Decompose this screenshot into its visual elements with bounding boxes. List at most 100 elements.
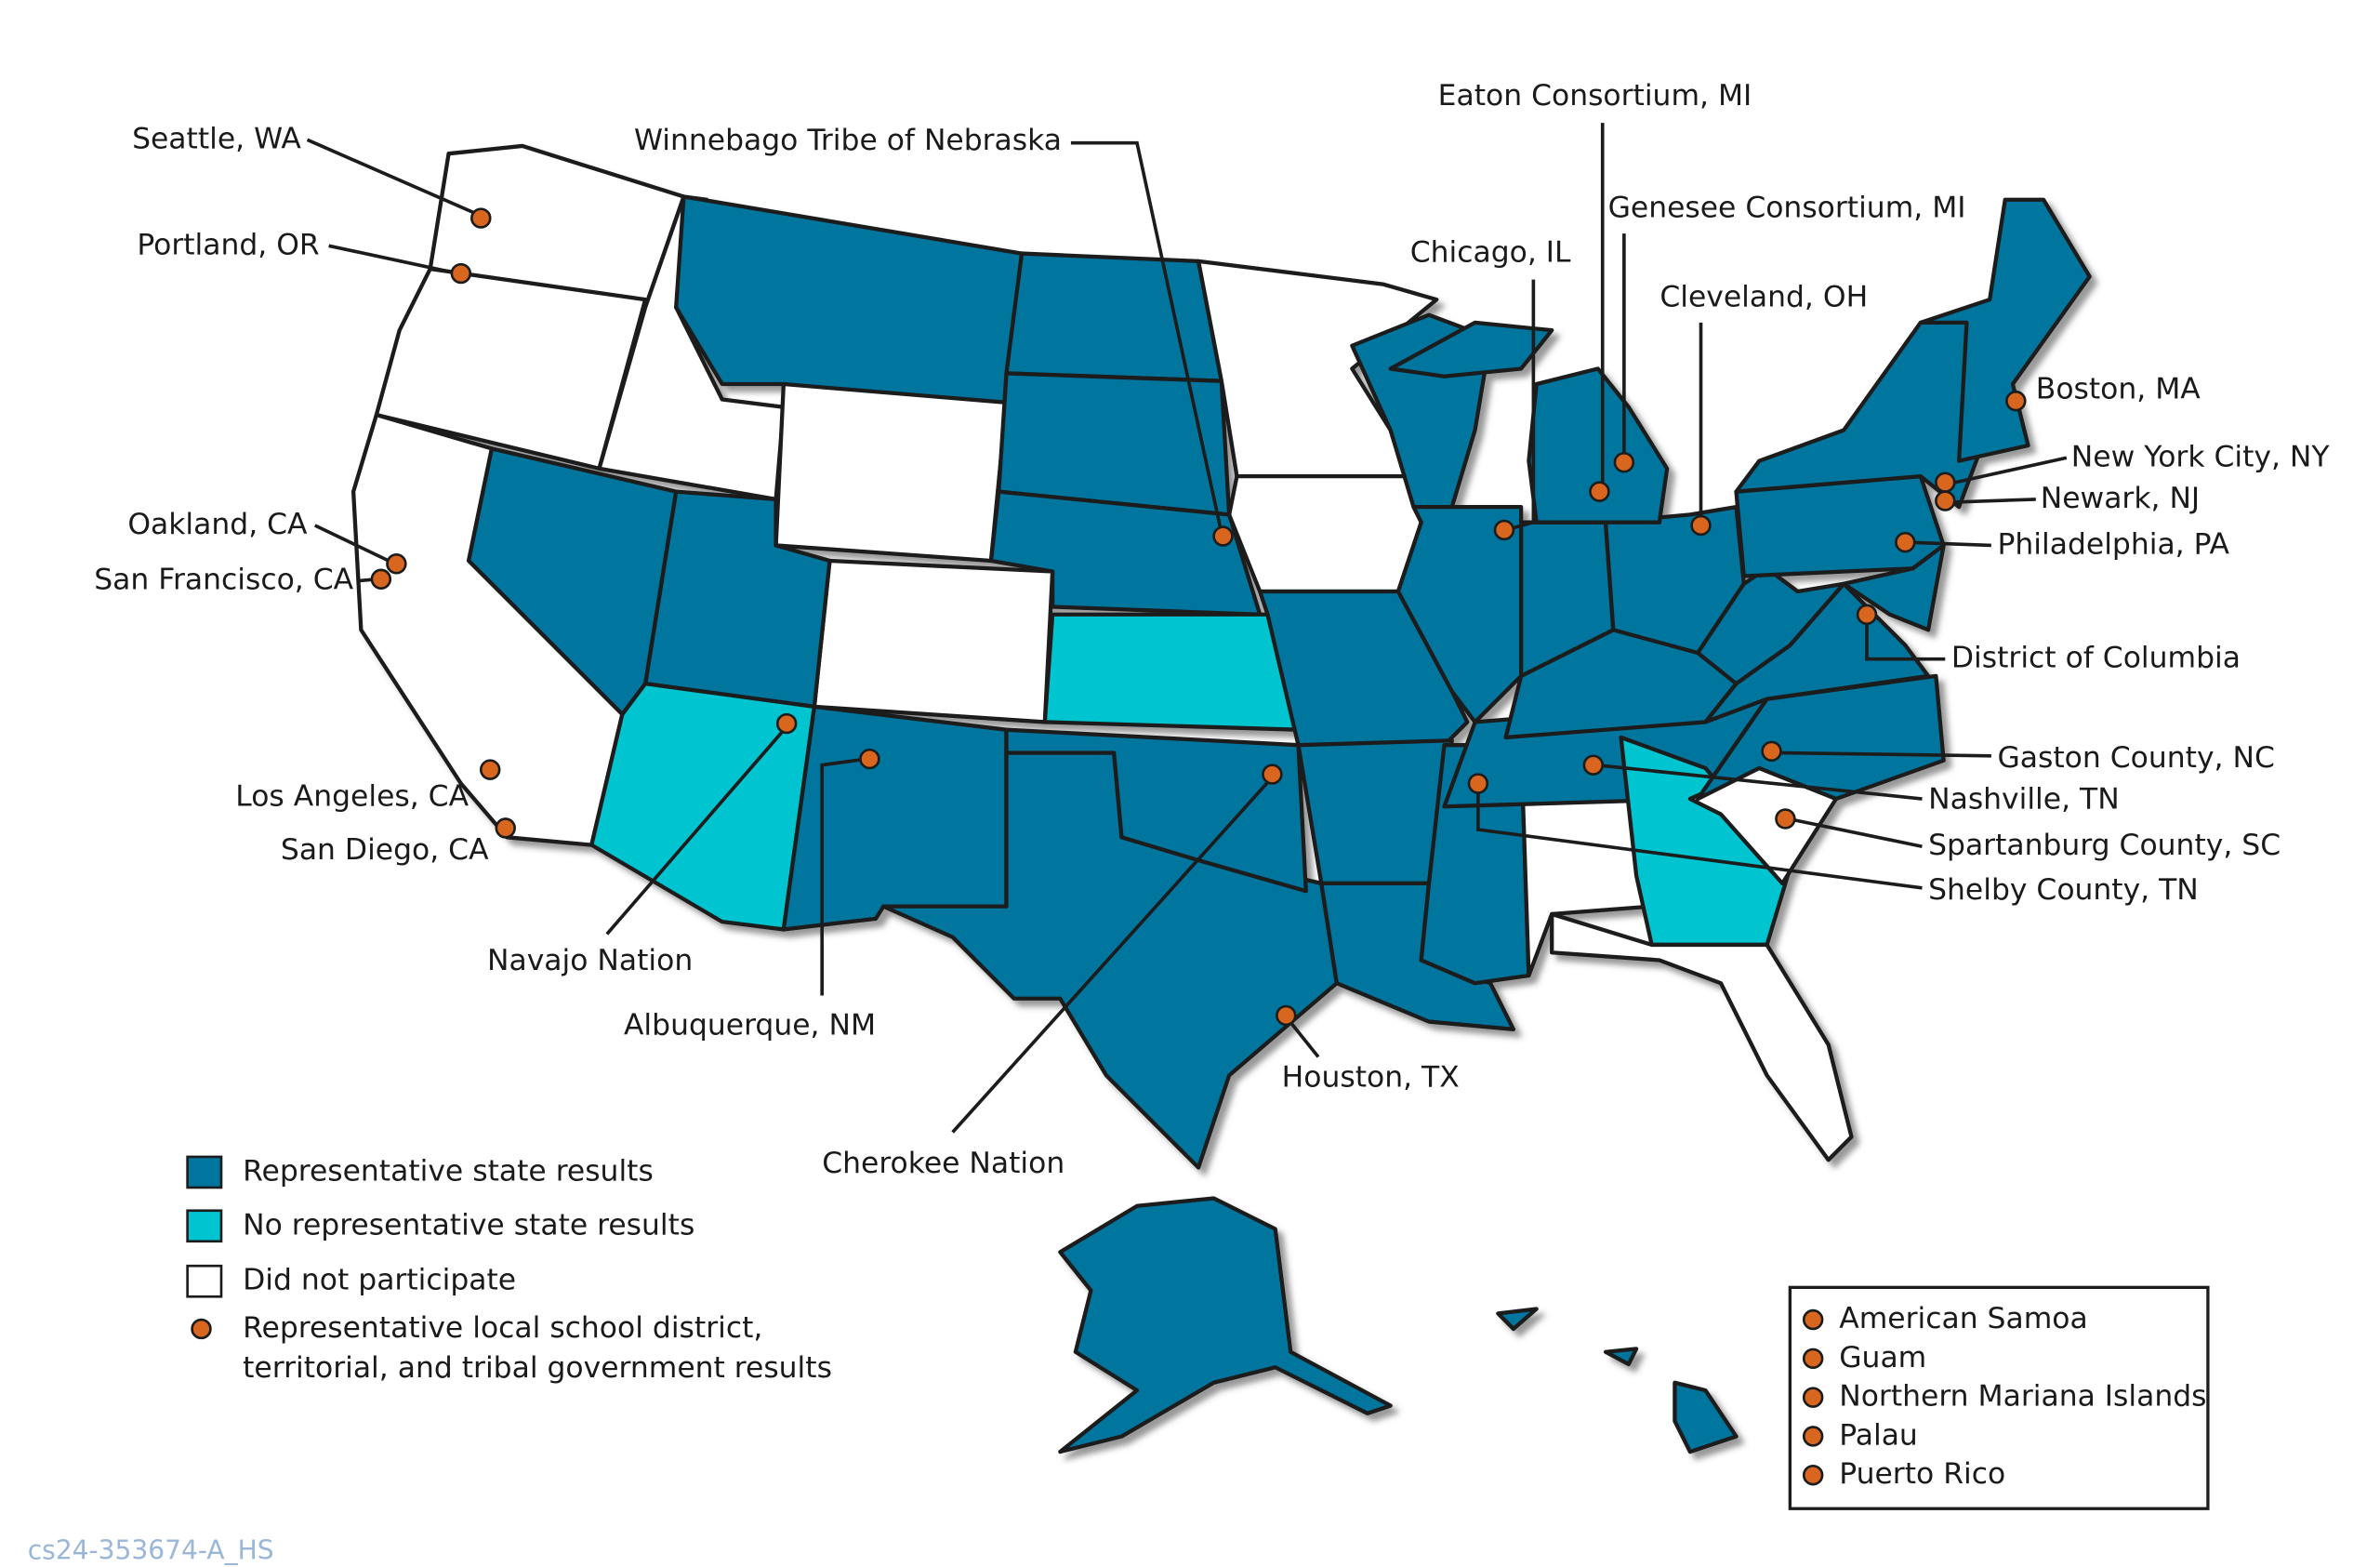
location-dot <box>450 262 472 285</box>
location-dot <box>1276 1004 1297 1027</box>
leader-line <box>1908 540 1991 548</box>
leaders <box>306 123 2068 1134</box>
location-dot <box>1895 531 1916 553</box>
location-dot <box>1613 452 1635 473</box>
location-dot <box>1690 514 1712 537</box>
location-dot <box>1589 481 1610 502</box>
leader-line <box>605 725 788 936</box>
location-dot <box>470 207 492 229</box>
state <box>781 704 1009 932</box>
location-label: San Diego, CA <box>281 833 489 867</box>
territory-dot <box>1802 1464 1824 1486</box>
location-label: Houston, TX <box>1282 1061 1460 1095</box>
location-dot <box>370 568 392 591</box>
location-label: District of Columbia <box>1951 642 2241 675</box>
leader-line <box>1865 618 1946 661</box>
legend-label: No representative state results <box>243 1208 694 1242</box>
state <box>1226 473 1423 594</box>
location-label: Oakland, CA <box>127 508 308 541</box>
legend-label: Did not participate <box>243 1264 516 1297</box>
location-dot <box>1493 519 1515 541</box>
labels: Seattle, WA Portland, OR Oakland, CA San Fr… <box>94 79 2330 1180</box>
state <box>1388 320 1554 378</box>
leader-line <box>951 776 1274 1134</box>
state <box>812 558 1055 724</box>
location-dot <box>1761 740 1782 763</box>
territory-label: Northern Mariana Islands <box>1839 1380 2206 1414</box>
location-dot <box>859 748 880 770</box>
location-label: Navajo Nation <box>487 944 693 977</box>
state <box>1004 251 1224 383</box>
states <box>350 143 2092 1454</box>
legend-swatch <box>186 1155 223 1189</box>
legend-label: Representative local school district, <box>243 1311 762 1345</box>
leader-line <box>1595 763 1923 801</box>
state <box>674 194 1025 409</box>
location-label: Cleveland, OH <box>1659 280 1868 313</box>
territory-label: Guam <box>1839 1341 1926 1374</box>
state <box>1603 1347 1639 1367</box>
state <box>1673 1380 1739 1454</box>
legend: Representative state results No represent… <box>186 1154 832 1385</box>
state <box>1842 543 1946 632</box>
leader-line <box>328 244 458 275</box>
location-label: Gaston County, NC <box>1997 741 2274 775</box>
location-dot <box>495 817 516 839</box>
location-label: New York City, NY <box>2071 440 2331 473</box>
state <box>350 412 625 847</box>
state <box>1496 1307 1539 1332</box>
territories-box <box>1788 1285 2210 1510</box>
location-label: Philadelphia, PA <box>1997 527 2229 561</box>
state <box>774 381 1009 564</box>
state <box>374 266 648 471</box>
location-dot <box>1212 525 1234 547</box>
leader-line <box>1948 498 2036 505</box>
location-dot <box>1582 754 1605 776</box>
state <box>1004 727 1308 894</box>
leader-line <box>1286 1017 1320 1058</box>
territory-dot <box>1802 1387 1824 1408</box>
legend-label: territorial, and tribal government resul… <box>243 1351 832 1385</box>
territory-label: Palau <box>1839 1418 1918 1452</box>
leader-line <box>1505 279 1536 532</box>
legend-swatch <box>186 1209 223 1243</box>
footer: cs24-353674-A_HS <box>28 1534 274 1565</box>
leader-line <box>1070 140 1223 534</box>
location-dot <box>1856 604 1878 626</box>
location-dot <box>775 712 798 735</box>
leader-line <box>1788 817 1923 849</box>
location-label: Cherokee Nation <box>822 1147 1064 1180</box>
state <box>1734 473 1946 578</box>
location-label: Genesee Consortium, MI <box>1608 192 1966 225</box>
leader-line <box>1774 750 1991 758</box>
territory-dot <box>1802 1348 1824 1370</box>
state <box>1550 911 1854 1162</box>
territory-label: Puerto Rico <box>1839 1457 2005 1491</box>
location-dot <box>386 553 407 575</box>
legend-dot <box>191 1318 212 1340</box>
location-dot <box>1467 773 1489 794</box>
legend-label: Representative state results <box>243 1154 654 1188</box>
leader-line <box>306 138 481 217</box>
territory-dot <box>1802 1308 1824 1331</box>
location-label: Chicago, IL <box>1410 236 1571 270</box>
state <box>1696 566 1846 686</box>
location-label: Winnebago Tribe of Nebraska <box>634 124 1062 157</box>
location-label: Eaton Consortium, MI <box>1438 79 1752 113</box>
leader-line <box>314 524 393 564</box>
location-label: Newark, NJ <box>2041 482 2200 515</box>
leader-line <box>1948 456 2068 486</box>
location-label: Los Angeles, CA <box>235 779 469 813</box>
territory-label: American Samoa <box>1839 1302 2087 1335</box>
state <box>1058 1196 1393 1454</box>
location-label: Albuquerque, NM <box>624 1009 876 1042</box>
location-dot <box>1262 764 1283 785</box>
location-dot <box>1935 490 1956 511</box>
state <box>1042 612 1301 732</box>
leader-line <box>1476 786 1923 890</box>
state <box>1296 738 1454 886</box>
location-label: Shelby County, TN <box>1928 873 2199 907</box>
location-label: Nashville, TN <box>1928 783 2120 817</box>
